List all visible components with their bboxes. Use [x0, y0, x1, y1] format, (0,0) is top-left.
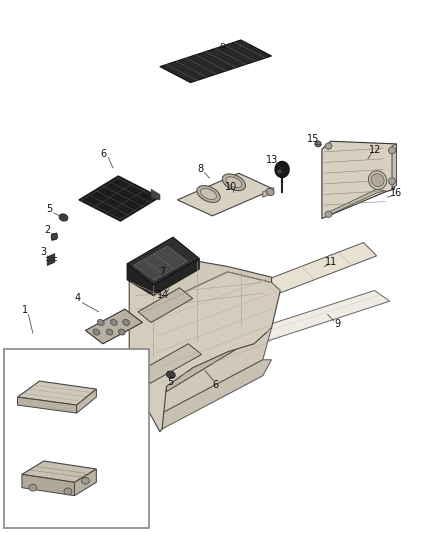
Polygon shape — [18, 381, 96, 405]
Polygon shape — [127, 237, 199, 285]
Polygon shape — [162, 328, 272, 413]
Polygon shape — [177, 173, 274, 216]
Ellipse shape — [197, 185, 220, 203]
Polygon shape — [131, 259, 272, 362]
Text: 6: 6 — [101, 149, 107, 158]
Ellipse shape — [29, 484, 37, 491]
Ellipse shape — [226, 177, 242, 188]
Ellipse shape — [166, 371, 175, 378]
Polygon shape — [162, 360, 272, 429]
Ellipse shape — [266, 188, 274, 196]
Ellipse shape — [93, 329, 100, 335]
Text: 13: 13 — [266, 155, 279, 165]
Ellipse shape — [97, 319, 104, 326]
Polygon shape — [131, 344, 201, 386]
Ellipse shape — [81, 478, 89, 484]
Ellipse shape — [389, 178, 396, 184]
Ellipse shape — [201, 189, 216, 199]
Text: 6: 6 — [212, 380, 219, 390]
Text: 14: 14 — [157, 290, 170, 300]
Text: 9: 9 — [219, 43, 226, 53]
Polygon shape — [263, 188, 274, 197]
Polygon shape — [127, 264, 153, 296]
Ellipse shape — [59, 214, 68, 221]
Ellipse shape — [123, 319, 130, 326]
Text: 5: 5 — [46, 205, 52, 214]
Ellipse shape — [51, 233, 57, 240]
Ellipse shape — [106, 329, 113, 335]
Ellipse shape — [275, 161, 289, 177]
Text: 8: 8 — [197, 165, 203, 174]
Ellipse shape — [118, 329, 125, 335]
Polygon shape — [129, 272, 280, 432]
Ellipse shape — [222, 174, 246, 191]
Text: 7: 7 — [159, 267, 165, 277]
Polygon shape — [47, 254, 55, 265]
Text: 15: 15 — [307, 134, 319, 143]
Polygon shape — [134, 246, 187, 280]
Text: 9: 9 — [334, 319, 340, 329]
Ellipse shape — [64, 488, 72, 495]
Ellipse shape — [110, 319, 117, 326]
Polygon shape — [52, 233, 57, 240]
Ellipse shape — [315, 141, 321, 147]
Text: 2: 2 — [44, 225, 50, 235]
Polygon shape — [234, 290, 390, 348]
Polygon shape — [138, 288, 193, 322]
Polygon shape — [22, 461, 96, 482]
Text: 10: 10 — [225, 182, 237, 191]
Polygon shape — [153, 259, 199, 296]
Ellipse shape — [368, 171, 387, 190]
Text: 11: 11 — [325, 257, 338, 267]
Ellipse shape — [325, 143, 332, 149]
Polygon shape — [151, 189, 160, 200]
Ellipse shape — [277, 169, 282, 174]
Text: 1: 1 — [22, 305, 28, 315]
Polygon shape — [18, 397, 77, 413]
Polygon shape — [326, 189, 385, 215]
Ellipse shape — [371, 174, 384, 187]
Bar — [4, 349, 149, 528]
Text: 12: 12 — [369, 146, 381, 155]
Polygon shape — [392, 144, 396, 188]
Polygon shape — [322, 141, 396, 219]
Ellipse shape — [325, 211, 332, 217]
Polygon shape — [85, 309, 142, 344]
Polygon shape — [166, 301, 272, 392]
Polygon shape — [160, 40, 272, 83]
Polygon shape — [22, 474, 74, 496]
Polygon shape — [79, 176, 160, 221]
Polygon shape — [74, 469, 96, 496]
Ellipse shape — [389, 147, 396, 154]
Polygon shape — [131, 346, 166, 392]
Text: 5: 5 — [167, 377, 173, 387]
Polygon shape — [77, 389, 96, 413]
Polygon shape — [239, 243, 377, 304]
Text: 3: 3 — [40, 247, 46, 257]
Text: 16: 16 — [390, 189, 402, 198]
Text: 4: 4 — [75, 294, 81, 303]
